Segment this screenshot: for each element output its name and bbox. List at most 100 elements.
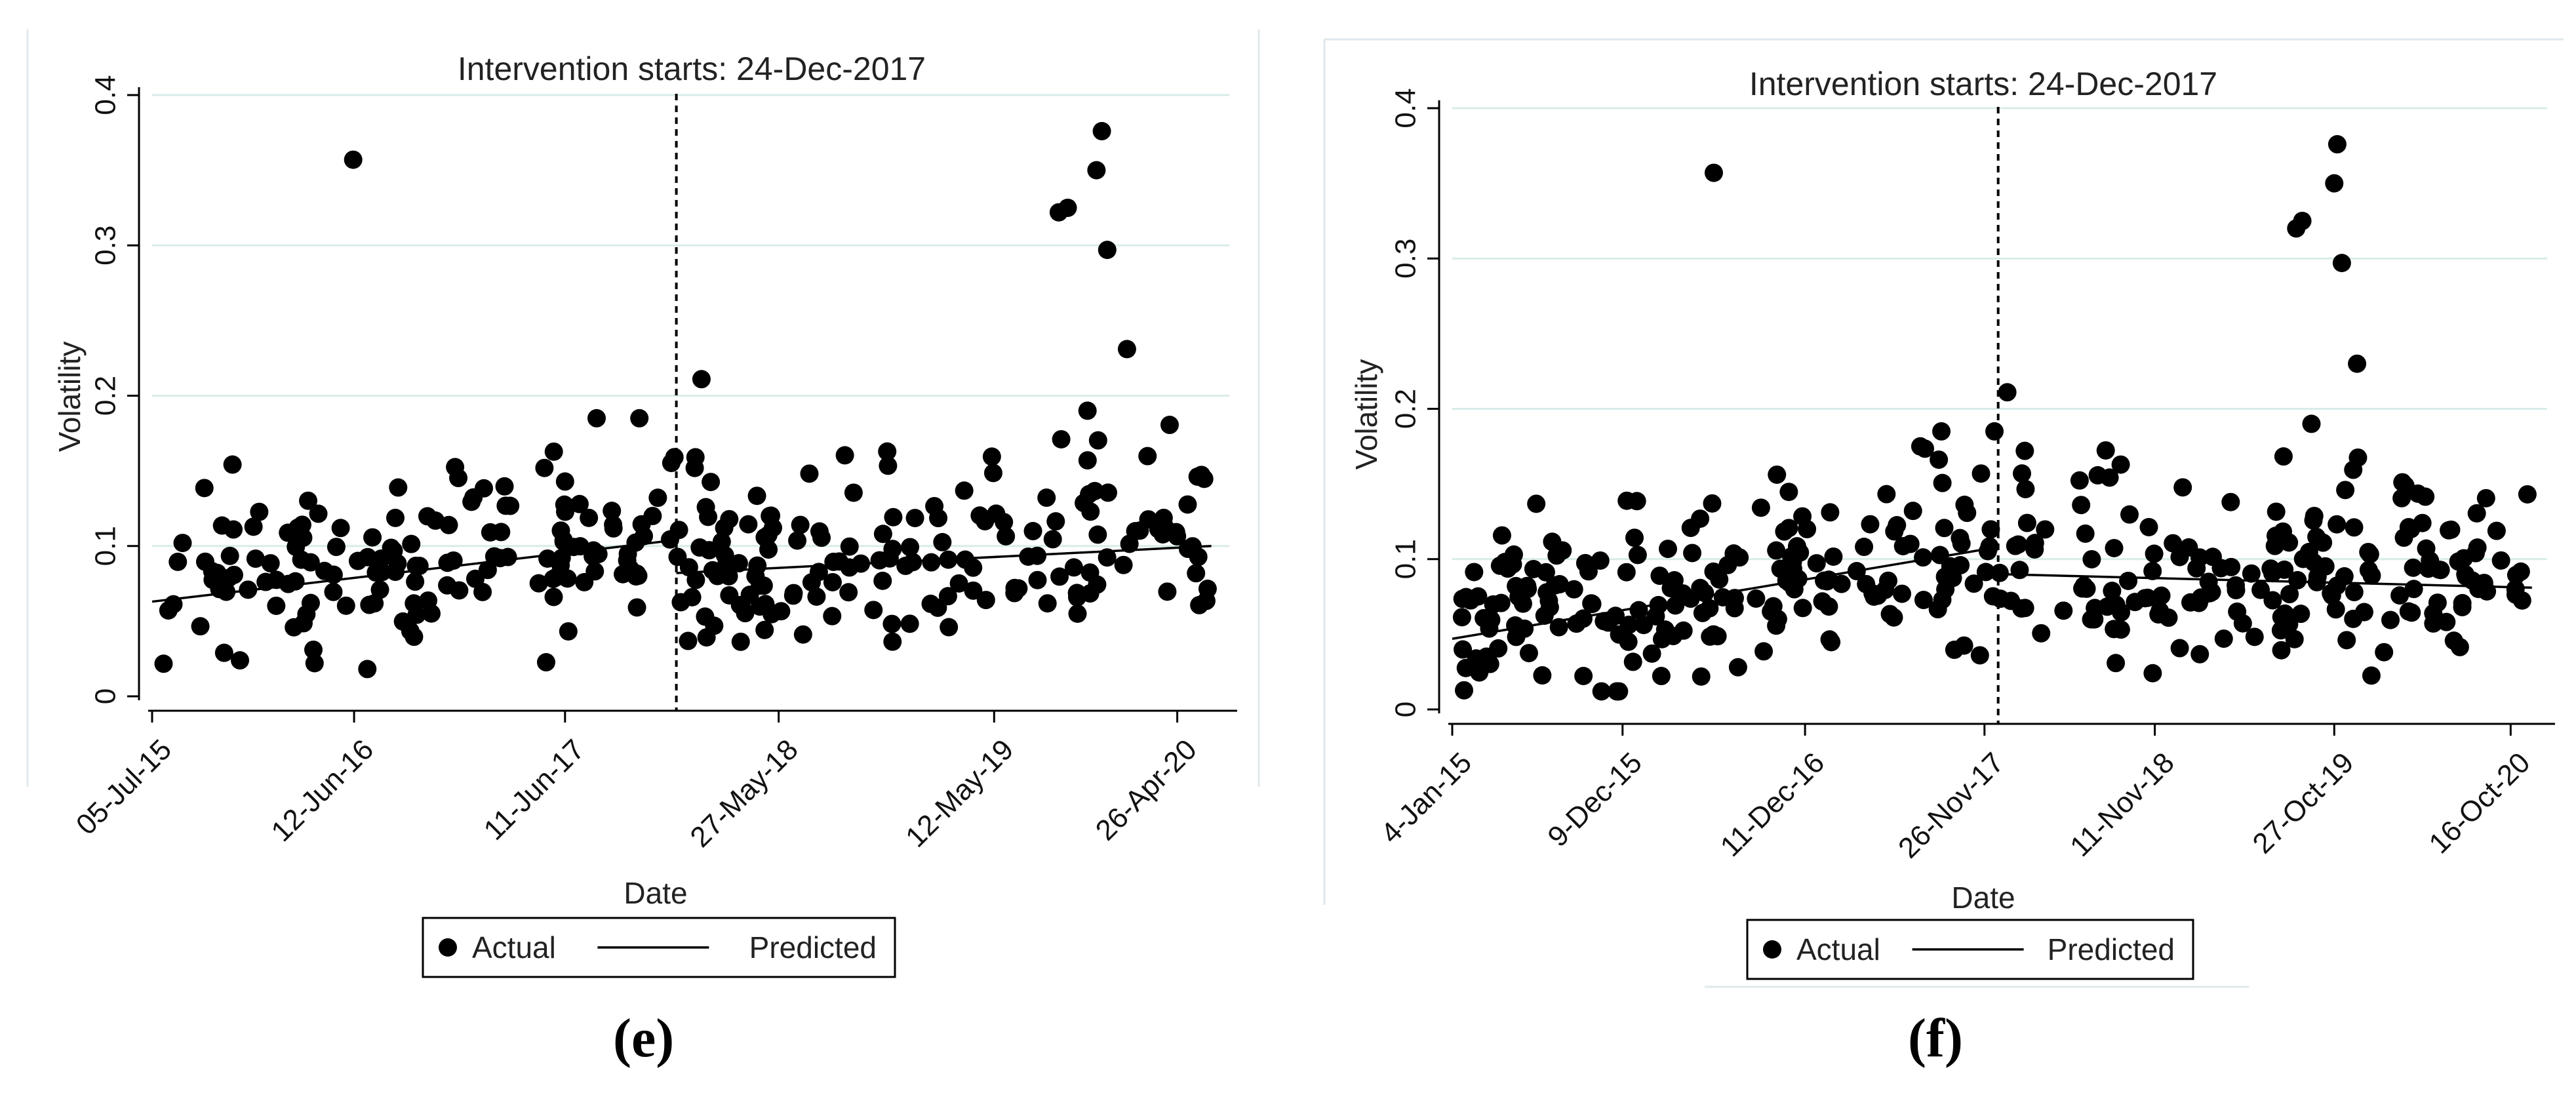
actual-point	[1023, 522, 1042, 541]
legend: Actual Predicted	[1746, 919, 2194, 980]
actual-point	[900, 614, 919, 633]
actual-point	[1160, 416, 1179, 435]
y-tick-label: 0.2	[90, 376, 122, 416]
actual-point	[844, 483, 863, 502]
actual-point	[2143, 561, 2162, 580]
actual-point	[2015, 441, 2034, 460]
y-tick-label: 0.4	[1390, 88, 1422, 128]
y-axis-title: Volatility	[1349, 359, 1383, 470]
actual-point	[2416, 487, 2435, 506]
actual-point	[555, 472, 574, 491]
actual-point	[1539, 591, 1558, 610]
actual-point	[438, 576, 457, 595]
actual-point	[1088, 431, 1107, 450]
actual-point	[2280, 585, 2299, 604]
actual-point	[2245, 627, 2264, 646]
actual-point	[1475, 608, 1494, 627]
actual-point	[2173, 478, 2192, 497]
predicted-line-post	[1998, 572, 2532, 589]
actual-point	[2070, 471, 2089, 490]
actual-point	[498, 547, 517, 566]
actual-point	[873, 571, 892, 590]
actual-point	[754, 576, 773, 595]
actual-point	[1807, 554, 1826, 573]
actual-point	[1832, 574, 1851, 593]
actual-point	[301, 593, 320, 612]
actual-point	[2336, 481, 2355, 500]
actual-point	[873, 525, 892, 544]
actual-point	[501, 496, 520, 515]
actual-point	[1914, 548, 1933, 567]
actual-point	[2274, 447, 2293, 466]
actual-point	[1153, 525, 1172, 544]
actual-point	[570, 494, 589, 513]
actual-point	[1819, 597, 1838, 616]
actual-point	[481, 523, 500, 542]
actual-point	[604, 515, 623, 534]
actual-point	[2344, 460, 2363, 479]
actual-point	[1005, 584, 1024, 603]
actual-point	[660, 530, 679, 549]
actual-point	[1775, 522, 1794, 541]
actual-point	[2251, 580, 2270, 599]
actual-point	[559, 622, 578, 641]
actual-point	[2105, 538, 2124, 557]
actual-point	[949, 574, 968, 593]
actual-point	[173, 534, 192, 553]
actual-point	[823, 572, 842, 591]
actual-point	[1861, 515, 1880, 534]
actual-point	[495, 477, 514, 496]
actual-point	[191, 617, 210, 636]
actual-point	[747, 487, 766, 506]
actual-point	[1976, 563, 1995, 582]
actual-point	[1158, 582, 1177, 601]
actual-point	[2393, 473, 2412, 492]
actual-point	[788, 531, 807, 550]
actual-point	[1793, 507, 1812, 526]
actual-point	[928, 598, 947, 617]
actual-point	[1088, 525, 1107, 544]
actual-point	[671, 593, 690, 612]
actual-point	[324, 582, 343, 601]
actual-point	[287, 538, 306, 557]
actual-point	[2139, 517, 2158, 536]
actual-point	[627, 565, 646, 584]
actual-point	[1080, 563, 1100, 582]
actual-point	[2307, 527, 2326, 546]
actual-point	[1533, 666, 1552, 685]
actual-point	[294, 614, 313, 633]
actual-point	[2362, 566, 2381, 585]
y-axis-title: Volatility	[52, 342, 87, 452]
actual-point	[2025, 540, 2044, 559]
chart-title: Intervention starts: 24-Dec-2017	[458, 50, 926, 87]
actual-point	[1617, 491, 1636, 510]
actual-point	[405, 594, 424, 613]
actual-point	[1642, 644, 1661, 663]
actual-point	[839, 583, 858, 602]
actual-point	[1098, 483, 1117, 502]
actual-point	[2337, 631, 2356, 650]
actual-point	[585, 562, 604, 581]
actual-point	[535, 458, 554, 477]
actual-point	[220, 546, 239, 565]
actual-point	[933, 532, 952, 551]
actual-point	[2263, 564, 2282, 583]
actual-point	[1932, 422, 1951, 441]
actual-point	[1575, 553, 1595, 572]
actual-point	[327, 538, 346, 557]
actual-point	[214, 643, 233, 662]
actual-point	[1519, 644, 1538, 663]
actual-point	[1189, 547, 1208, 566]
actual-point	[250, 502, 269, 521]
actual-point	[1650, 566, 1669, 586]
actual-point	[1821, 503, 1840, 522]
actual-point	[784, 584, 803, 603]
actual-point	[1718, 555, 1737, 574]
actual-point	[1489, 639, 1508, 658]
actual-point	[529, 574, 548, 593]
actual-point	[2326, 600, 2345, 619]
actual-point	[1983, 587, 2002, 606]
actual-point	[1080, 485, 1099, 504]
actual-point-outlier	[344, 150, 363, 169]
actual-point	[630, 408, 649, 427]
